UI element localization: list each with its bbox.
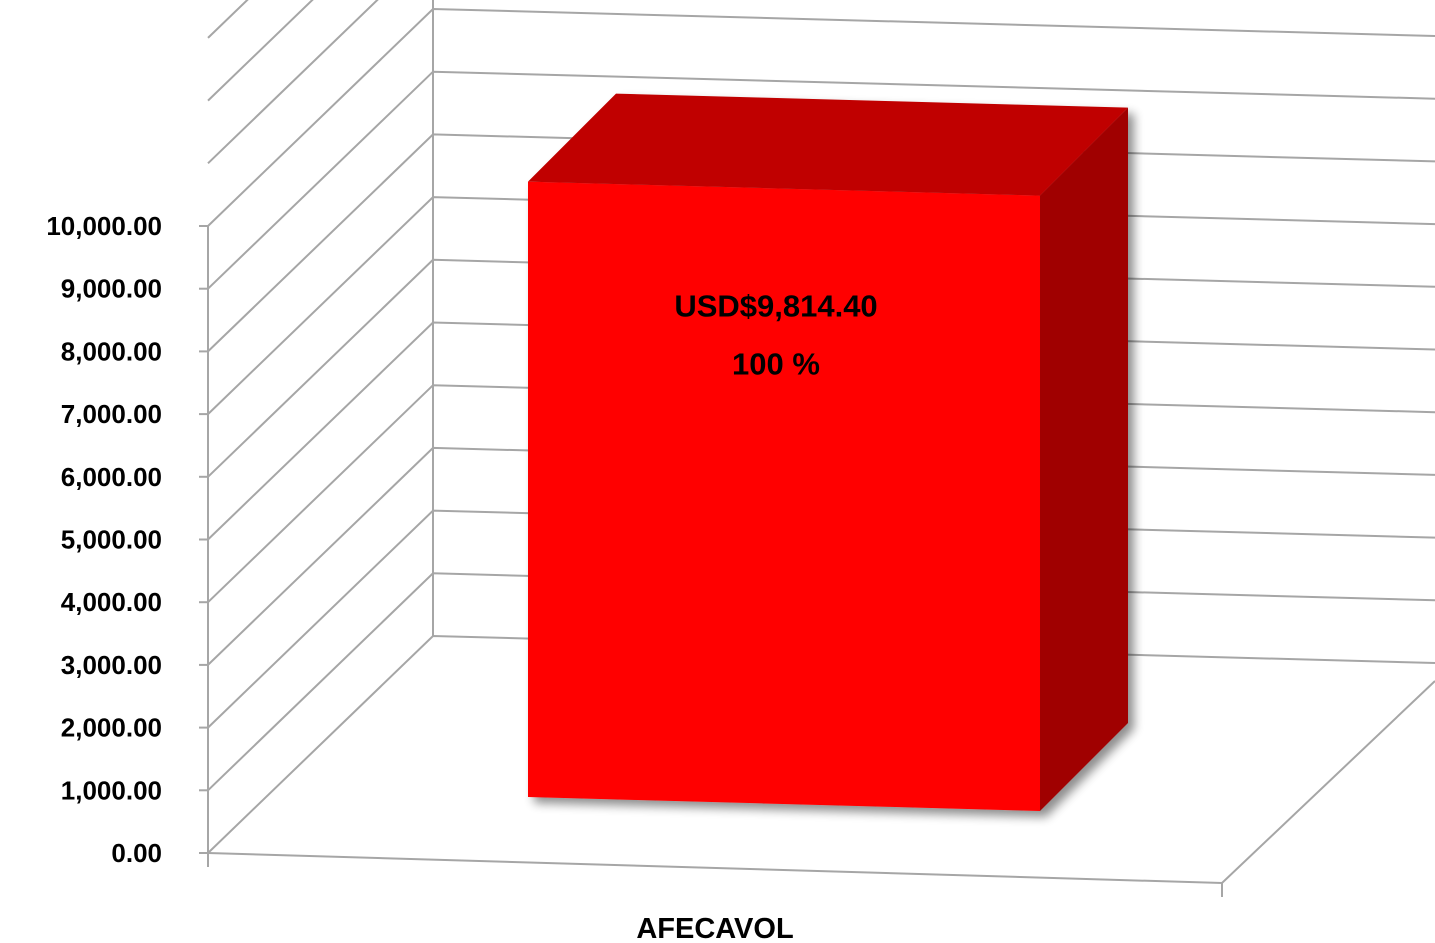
y-tick-label: 8,000.00 bbox=[61, 336, 162, 366]
y-tick-label: 6,000.00 bbox=[61, 462, 162, 492]
y-tick-label: 7,000.00 bbox=[61, 399, 162, 429]
data-label-value: USD$9,814.40 bbox=[674, 289, 877, 324]
data-label-percent: 100 % bbox=[732, 347, 820, 382]
bar-top-face bbox=[528, 93, 1128, 196]
gridlines bbox=[207, 0, 1435, 885]
y-axis: 0.00 1,000.00 2,000.00 3,000.00 4,000.00 5,00… bbox=[46, 211, 1223, 897]
x-tick-label: AFECAVOL bbox=[636, 913, 793, 943]
y-tick-label: 5,000.00 bbox=[61, 525, 162, 555]
y-tick-label: 2,000.00 bbox=[61, 713, 162, 743]
y-tick-label: 1,000.00 bbox=[61, 775, 162, 805]
bar-afecavol bbox=[528, 93, 1128, 812]
gridline bbox=[207, 0, 379, 165]
y-tick-label: 3,000.00 bbox=[61, 650, 162, 680]
data-labels: USD$9,814.40 100 % bbox=[674, 289, 877, 382]
bar-front-face bbox=[528, 181, 1040, 812]
y-tick-label: 9,000.00 bbox=[61, 274, 162, 304]
y-tick-label: 4,000.00 bbox=[61, 587, 162, 617]
x-axis: AFECAVOL bbox=[636, 913, 793, 943]
gridline bbox=[207, 0, 314, 102]
y-tick-label: 0.00 bbox=[111, 838, 162, 868]
y-tick-label: 10,000.00 bbox=[46, 211, 162, 241]
bars bbox=[528, 93, 1128, 812]
bar-side-face bbox=[1040, 107, 1128, 811]
